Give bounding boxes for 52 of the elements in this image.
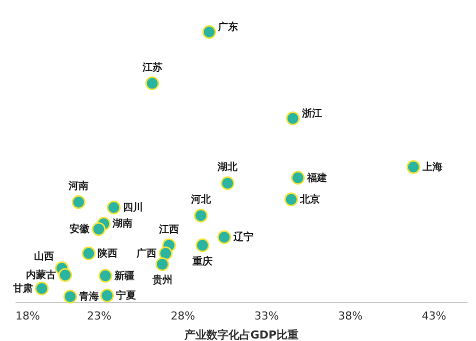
point (158, 246, 173, 260)
annotation: 湖北 (216, 161, 239, 174)
annotation: 广东 (217, 21, 238, 33)
point (217, 230, 232, 244)
point (92, 222, 106, 236)
annotation: 四川 (122, 202, 143, 214)
annotation: 贵州 (151, 274, 172, 286)
annotation: 河南 (68, 180, 89, 192)
point (202, 25, 216, 39)
point (196, 238, 210, 252)
point (406, 160, 420, 174)
x-tick-label: 23% (86, 310, 112, 322)
annotation: 广西 (136, 247, 157, 260)
annotation: 北京 (299, 193, 320, 206)
x-tick-label: 28% (170, 310, 196, 322)
point (58, 268, 72, 282)
annotation: 浙江 (300, 107, 322, 120)
point (145, 76, 160, 90)
annotation: 宁夏 (116, 290, 136, 302)
point (194, 208, 208, 222)
annotation: 上海 (421, 161, 442, 173)
point (34, 282, 49, 296)
point (220, 176, 234, 190)
annotation: 山西 (34, 250, 54, 262)
point (72, 195, 86, 209)
annotation: 湖南 (112, 218, 133, 230)
point (106, 200, 121, 214)
x-tick-label: 43% (422, 310, 446, 322)
point (100, 288, 114, 302)
point (286, 112, 300, 126)
annotation: 江西 (158, 223, 180, 236)
x-tick-label: 33% (254, 310, 279, 322)
annotation: 江苏 (141, 61, 162, 74)
annotation: 新疆 (113, 270, 134, 282)
point (291, 170, 305, 185)
x-tick-label: 18% (16, 310, 40, 322)
point (284, 192, 298, 206)
annotation: 甘肃 (12, 282, 33, 294)
annotation: 青海 (78, 290, 100, 303)
point (155, 257, 170, 272)
point (82, 246, 96, 260)
annotation: 重庆 (191, 255, 212, 268)
x-tick-label: 38% (338, 310, 363, 322)
annotation: 陕西 (98, 247, 118, 260)
annotation: 内蒙古 (26, 269, 56, 281)
annotation: 福建 (306, 172, 327, 184)
x-axis-title: 产业数字化占GDP比重 (183, 328, 299, 341)
annotation: 河北 (190, 194, 212, 206)
annotation: 安徽 (70, 223, 91, 236)
annotation: 辽宁 (232, 231, 254, 244)
point (98, 268, 112, 283)
point (63, 290, 78, 304)
